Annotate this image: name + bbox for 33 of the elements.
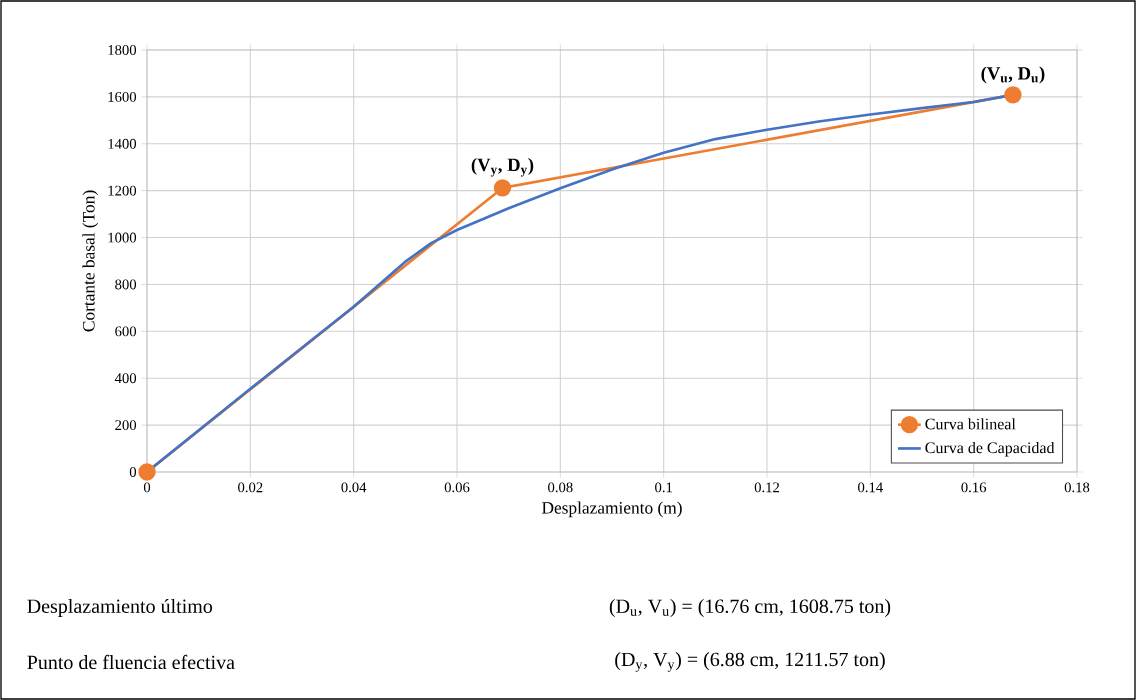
- x-tick-label: 0.04: [341, 482, 367, 493]
- x-tick-label: 0.06: [444, 482, 470, 493]
- point: [1004, 86, 1022, 104]
- x-tick-label: 0.08: [548, 482, 573, 493]
- point: [138, 463, 156, 481]
- text: (D$_{y}$, V$_{y}$) = (6.88 cm, 1211.57 ton): [615, 652, 885, 672]
- x-tick-label: 0.16: [961, 482, 987, 493]
- y-tick-label: 1800: [108, 45, 137, 55]
- y-tick-label: 600: [115, 326, 137, 337]
- y-tick-label: 1400: [108, 138, 137, 149]
- legend-label: Curva bilineal: [925, 418, 1016, 430]
- y-axis-title: Cortante basal (Ton): [82, 190, 99, 332]
- x-tick-label: 0: [143, 482, 151, 493]
- annotation: (V$_{y}$, D$_{y}$): [471, 157, 534, 177]
- x-tick-label: 0.12: [754, 482, 780, 493]
- text: Desplazamiento último: [27, 598, 213, 618]
- annotation: (V$_{u}$, D$_{u}$): [981, 66, 1045, 84]
- x-tick-label: 0.1: [655, 482, 672, 493]
- y-tick-label: 1000: [108, 232, 137, 243]
- y-tick-label: 200: [115, 420, 137, 431]
- y-tick-label: 1200: [108, 185, 137, 196]
- text: (D$_{u}$, V$_{u}$) = (16.76 cm, 1608.75 ton): [609, 598, 891, 618]
- y-tick-label: 1600: [108, 91, 137, 102]
- y-tick-label: 800: [115, 279, 137, 290]
- x-tick-label: 0.14: [858, 482, 883, 493]
- x-tick-label: 0.02: [238, 482, 263, 493]
- point: [493, 179, 512, 197]
- x-tick-label: 0.18: [1064, 482, 1090, 493]
- y-tick-label: 400: [114, 373, 137, 384]
- legend-label: Curva de Capacidad: [925, 441, 1055, 457]
- text: Punto de fluencia efectiva: [27, 654, 235, 670]
- x-axis-title: Desplazamiento (m): [542, 501, 682, 518]
- y-tick-label: 0: [129, 467, 137, 477]
